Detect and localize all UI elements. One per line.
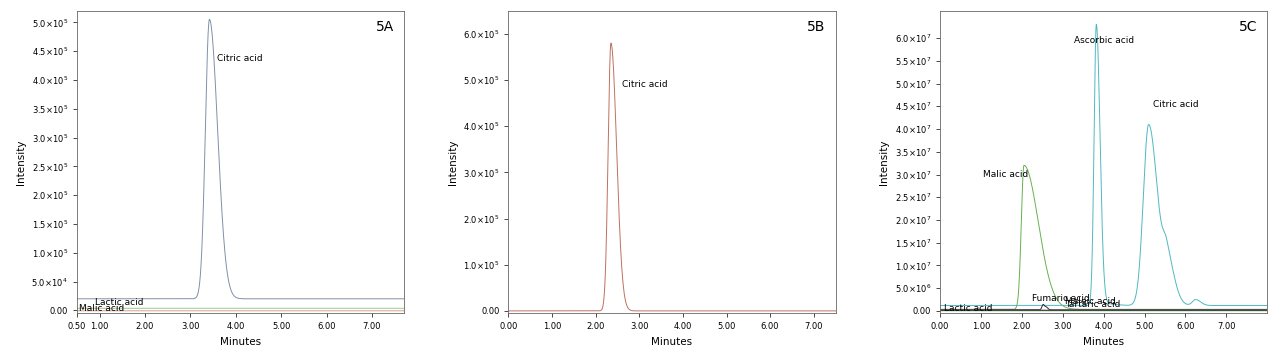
Text: Citric acid: Citric acid: [622, 80, 667, 89]
Text: 5C: 5C: [1239, 20, 1257, 34]
Y-axis label: Intensity: Intensity: [15, 139, 26, 185]
Text: Malic acid: Malic acid: [79, 304, 124, 313]
Text: Ascorbic acid: Ascorbic acid: [1074, 36, 1134, 45]
Text: Lactic acid: Lactic acid: [945, 303, 993, 312]
Text: Citric acid: Citric acid: [1153, 100, 1198, 109]
Text: 5B: 5B: [808, 20, 826, 34]
Text: Citric acid: Citric acid: [216, 54, 262, 63]
Text: Fumaric acid: Fumaric acid: [1032, 294, 1089, 303]
Y-axis label: Intensity: Intensity: [879, 139, 890, 185]
Text: Malic acid: Malic acid: [983, 170, 1028, 179]
Text: Lactic acid: Lactic acid: [95, 298, 143, 307]
Text: 5A: 5A: [376, 20, 394, 34]
X-axis label: Minutes: Minutes: [1083, 337, 1124, 347]
Text: Tartaric acid: Tartaric acid: [1065, 300, 1120, 309]
Y-axis label: Intensity: Intensity: [448, 139, 458, 185]
X-axis label: Minutes: Minutes: [220, 337, 261, 347]
X-axis label: Minutes: Minutes: [652, 337, 692, 347]
Text: Maleic acid: Maleic acid: [1065, 297, 1116, 306]
